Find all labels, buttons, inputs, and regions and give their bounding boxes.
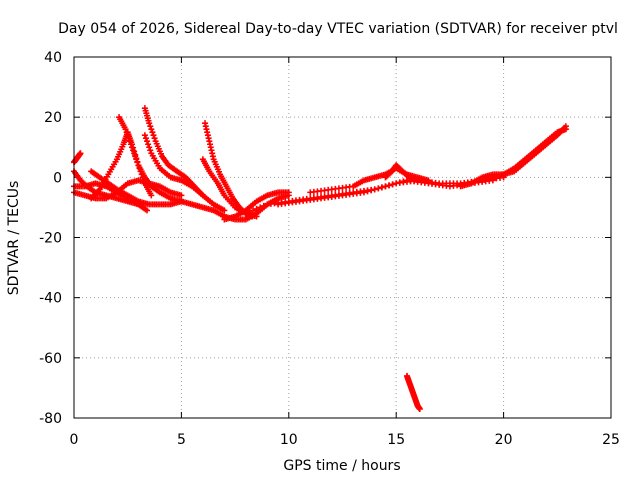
- plot-frame: [73, 56, 612, 419]
- data-point: [364, 188, 371, 195]
- grid: [74, 57, 611, 418]
- series-arc-start-up: [71, 150, 84, 166]
- data-point: [124, 132, 131, 139]
- data-point: [562, 126, 569, 133]
- y-tick-label: 0: [53, 170, 62, 186]
- data-point: [396, 179, 403, 186]
- data-point: [147, 147, 154, 154]
- series-arc-recover: [221, 189, 292, 223]
- data-point: [416, 405, 423, 412]
- data-point: [151, 135, 158, 142]
- data-point: [127, 141, 134, 148]
- data-point: [371, 186, 378, 193]
- data-point: [147, 123, 154, 130]
- data-point: [77, 150, 84, 157]
- y-tick-label: -20: [39, 231, 62, 247]
- data-point: [126, 138, 133, 145]
- data-point: [178, 192, 185, 199]
- data-point: [386, 182, 393, 189]
- data-point: [375, 185, 382, 192]
- x-axis-label: GPS time / hours: [283, 458, 400, 474]
- data-point: [123, 129, 130, 136]
- series-arc-late-2: [479, 126, 569, 184]
- data-point: [125, 135, 132, 142]
- series-arc-wave: [88, 168, 185, 208]
- data-point: [149, 129, 156, 136]
- data-point: [148, 192, 155, 199]
- data-point: [285, 189, 292, 196]
- data-point: [146, 120, 153, 127]
- data-point: [122, 126, 129, 133]
- data-point: [221, 207, 228, 214]
- data-point: [142, 135, 149, 142]
- data-point: [134, 159, 141, 166]
- data-point: [246, 208, 253, 215]
- data-point: [250, 207, 256, 214]
- data-point: [133, 156, 140, 163]
- data-point: [400, 178, 407, 185]
- data-point: [360, 189, 367, 196]
- x-tick-label: 25: [602, 432, 620, 448]
- data-point: [128, 144, 135, 151]
- y-tick-label: 20: [44, 110, 62, 126]
- data-point: [145, 141, 152, 148]
- data-point: [144, 207, 151, 214]
- data-point: [132, 153, 139, 160]
- data-point: [146, 144, 153, 151]
- data-point: [141, 132, 148, 139]
- data-point: [260, 202, 267, 209]
- data-marks: [71, 105, 569, 412]
- y-tick-label: -60: [39, 351, 62, 367]
- data-point: [414, 177, 421, 184]
- data-point: [382, 183, 389, 190]
- data-point: [257, 204, 264, 211]
- data-point: [425, 177, 432, 184]
- data-point: [253, 205, 260, 212]
- data-point: [144, 138, 151, 145]
- data-point: [393, 180, 400, 187]
- data-point: [389, 181, 396, 188]
- y-tick-label: -40: [39, 291, 62, 307]
- data-point: [150, 132, 157, 139]
- x-tick-label: 20: [495, 432, 513, 448]
- series-arc-mid-down: [141, 132, 206, 199]
- data-point: [378, 184, 385, 191]
- x-tick-label: 10: [280, 432, 298, 448]
- y-axis-label: SDTVAR / TECUs: [6, 181, 22, 296]
- x-tick-label: 15: [387, 432, 405, 448]
- data-point: [130, 147, 137, 154]
- data-point: [368, 187, 375, 194]
- data-point: [131, 150, 138, 157]
- x-tick-label: 5: [177, 432, 186, 448]
- series-arc-bump: [382, 162, 421, 184]
- data-point: [148, 126, 155, 133]
- data-point: [199, 192, 206, 199]
- axis-ticks: 0 5 10 15 20 25 -80 -60 -40 -20 0 20 40: [39, 50, 620, 448]
- series-arc-late: [457, 123, 569, 190]
- series-arc-peak-2b: [116, 114, 185, 205]
- y-tick-label: 40: [44, 50, 62, 66]
- x-tick-label: 0: [70, 432, 79, 448]
- data-point: [242, 210, 249, 217]
- y-tick-label: -80: [39, 411, 62, 427]
- chart-title: Day 054 of 2026, Sidereal Day-to-day VTE…: [58, 21, 618, 37]
- series-arc-outlier: [403, 372, 423, 412]
